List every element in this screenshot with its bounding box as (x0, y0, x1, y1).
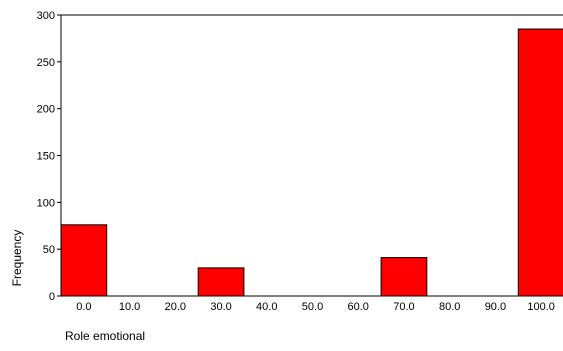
x-tick-label: 100.0 (527, 301, 555, 313)
x-tick-label: 40.0 (256, 301, 277, 313)
x-tick-label: 50.0 (302, 301, 323, 313)
x-tick-label: 0.0 (76, 301, 91, 313)
y-axis-label: Frequency (10, 230, 24, 287)
x-axis-ticks: 0.0 10.0 20.0 30.0 40.0 50.0 60.0 70.0 80.0 90.0 1… (76, 301, 555, 313)
bar-100.0 (517, 28, 563, 297)
bars (60, 28, 563, 297)
x-tick-label: 20.0 (165, 301, 186, 313)
x-tick-label: 90.0 (485, 301, 506, 313)
x-tick-label: 10.0 (119, 301, 140, 313)
bar-0.0 (60, 224, 108, 297)
x-tick-label: 30.0 (210, 301, 231, 313)
plot-frame (60, 14, 563, 297)
y-tick-label: 250 (37, 57, 55, 69)
x-tick-label: 80.0 (439, 301, 460, 313)
x-tick-label: 60.0 (348, 301, 369, 313)
y-tick-label: 0 (49, 291, 55, 303)
bar-30.0 (197, 267, 245, 297)
y-tick-label: 200 (37, 104, 55, 116)
y-tick-label: 300 (37, 10, 55, 22)
y-tick-label: 150 (37, 151, 55, 163)
bar-70.0 (380, 257, 428, 297)
y-axis-ticks: 0 50 100 150 200 250 300 (37, 10, 61, 303)
x-axis-label: Role emotional (65, 329, 145, 343)
x-tick-label: 70.0 (393, 301, 414, 313)
y-tick-label: 50 (43, 244, 55, 256)
y-tick-label: 100 (37, 197, 55, 209)
